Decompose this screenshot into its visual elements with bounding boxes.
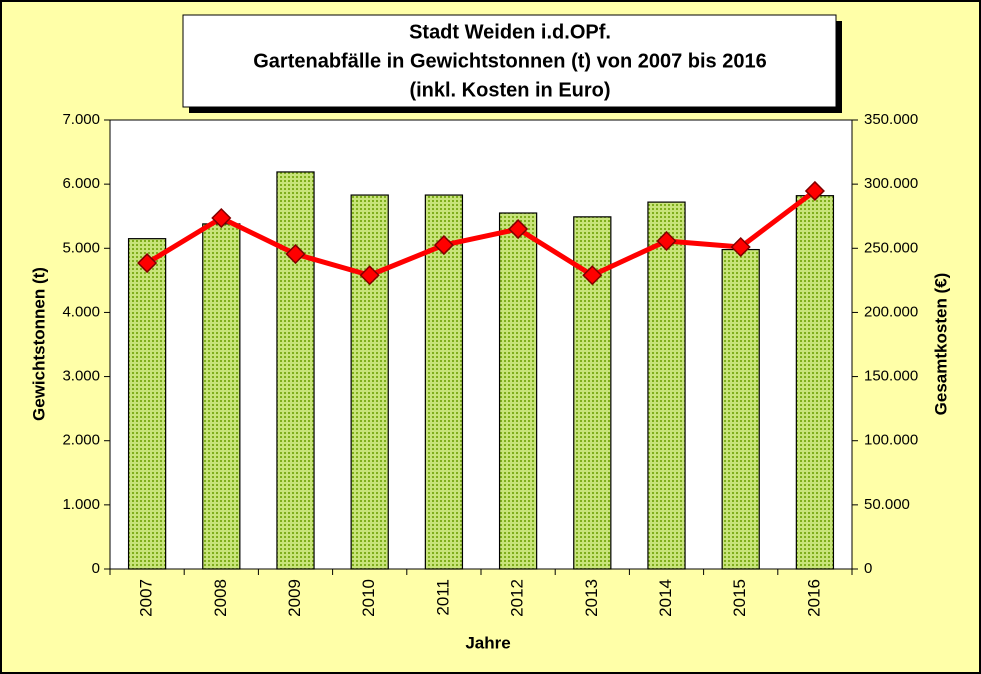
y-tick-label: 3.000: [62, 368, 100, 385]
marker: [433, 235, 454, 256]
y2-tick-label: 350.000: [864, 111, 918, 128]
marker: [804, 180, 825, 202]
y2-tick-label: 0: [864, 560, 872, 577]
x-tick-label: 2009: [285, 579, 304, 617]
bar: [795, 195, 835, 570]
bar: [498, 212, 538, 570]
y-tick-label: 1.000: [62, 496, 100, 513]
marker: [137, 252, 158, 274]
bar: [276, 171, 315, 570]
y2-tick-label: 200.000: [864, 303, 918, 320]
bar: [127, 238, 167, 570]
x-axis-label: Jahre: [465, 633, 510, 652]
chart-title: (inkl. Kosten in Euro): [409, 79, 610, 101]
chart-title: Stadt Weiden i.d.OPf.: [409, 21, 611, 43]
marker: [359, 265, 380, 286]
y2-tick-label: 300.000: [864, 175, 918, 192]
x-tick-label: 2010: [359, 579, 378, 617]
x-tick-label: 2011: [433, 579, 452, 616]
x-tick-label: 2012: [508, 579, 527, 617]
bar: [424, 194, 464, 570]
y-tick-label: 4.000: [62, 303, 100, 320]
x-tick-label: 2014: [656, 579, 675, 617]
marker: [656, 230, 677, 252]
bar: [350, 194, 389, 570]
y-tick-label: 0: [92, 560, 100, 577]
y2-tick-label: 150.000: [864, 368, 918, 385]
marker: [582, 265, 603, 286]
bar: [721, 248, 760, 570]
y-tick-label: 7.000: [62, 111, 100, 128]
x-tick-label: 2008: [211, 579, 230, 617]
bar: [202, 223, 241, 570]
x-tick-label: 2016: [804, 579, 823, 617]
y-tick-label: 5.000: [62, 239, 100, 256]
y-axis-label: Gewichtstonnen (t): [29, 267, 48, 421]
line: [145, 188, 817, 278]
title-box: [182, 14, 837, 108]
x-tick-label: 2007: [137, 579, 156, 617]
x-tick-label: 2013: [582, 579, 601, 617]
marker: [285, 243, 306, 265]
marker: [730, 236, 751, 258]
y2-tick-label: 50.000: [864, 496, 910, 513]
marker: [508, 218, 529, 240]
y2-tick-label: 100.000: [864, 432, 918, 449]
y2-axis-label: Gesamtkosten (€): [931, 273, 950, 416]
y-tick-label: 6.000: [62, 175, 100, 192]
y-tick-label: 2.000: [62, 432, 100, 449]
chart-title: Gartenabfälle in Gewichtstonnen (t) von …: [253, 50, 766, 72]
bar: [647, 201, 686, 570]
y2-tick-label: 250.000: [864, 239, 918, 256]
x-tick-label: 2015: [730, 579, 749, 617]
marker: [211, 207, 232, 229]
